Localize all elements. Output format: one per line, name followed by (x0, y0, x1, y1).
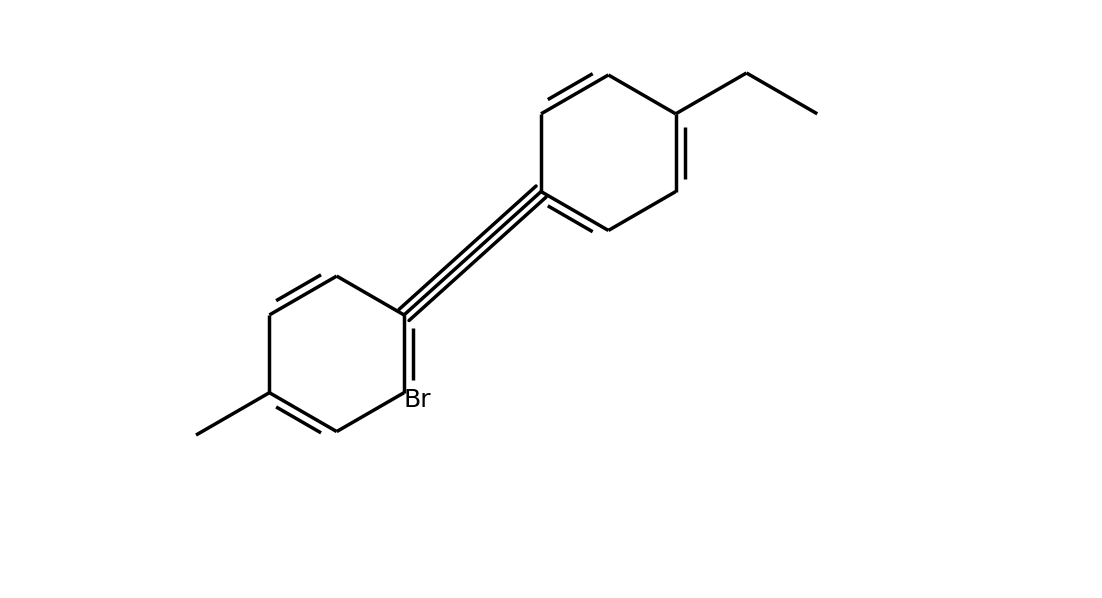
Text: Br: Br (403, 388, 431, 412)
